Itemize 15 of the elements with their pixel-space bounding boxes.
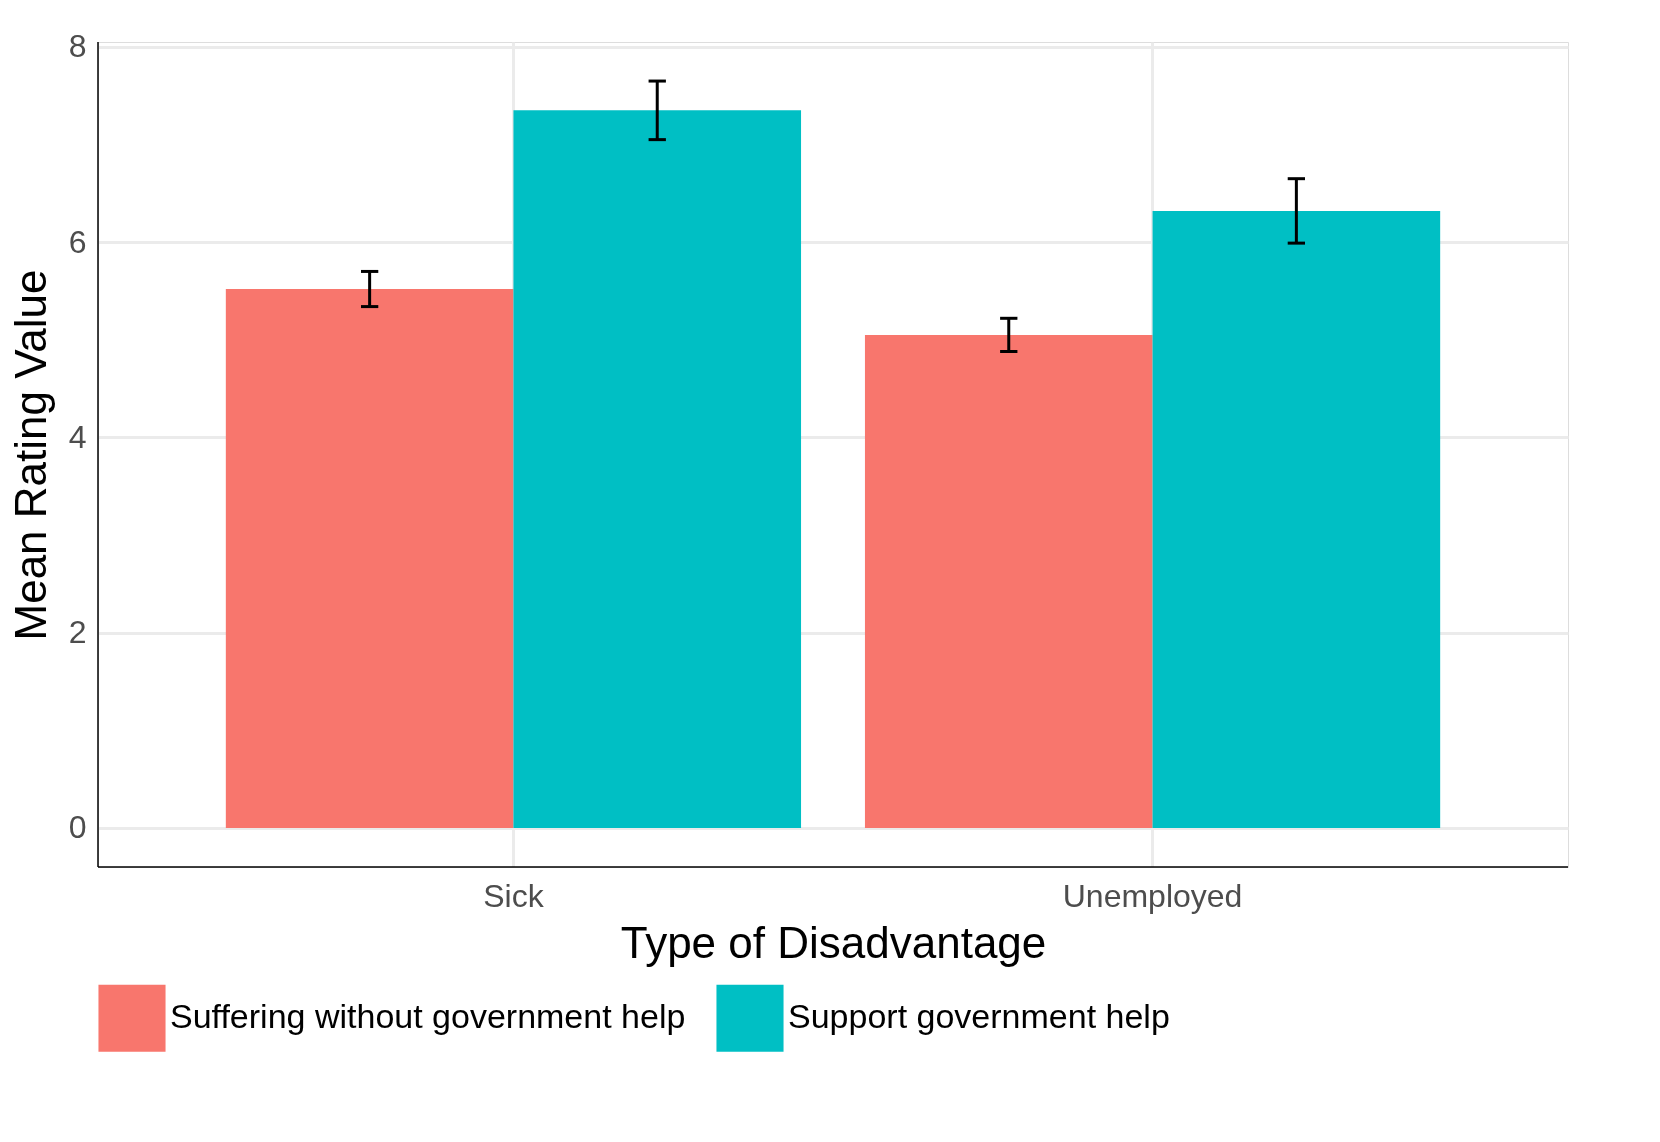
y-tick-label: 8 — [68, 28, 87, 65]
x-tick-label: Sick — [483, 877, 545, 914]
bar — [864, 334, 1153, 828]
y-axis-title: Mean Rating Value — [5, 269, 55, 641]
bar — [225, 289, 514, 828]
legend-label: Suffering without government help — [170, 997, 686, 1036]
y-tick-label: 4 — [68, 418, 87, 455]
y-tick-label: 0 — [68, 809, 87, 846]
y-tick-label: 6 — [68, 223, 87, 260]
bar — [513, 110, 802, 828]
y-tick-label: 2 — [68, 614, 87, 651]
x-axis-title: Type of Disadvantage — [620, 917, 1047, 967]
x-tick-label: Unemployed — [1062, 877, 1243, 914]
legend-label: Support government help — [788, 997, 1170, 1036]
bar — [1152, 210, 1441, 828]
